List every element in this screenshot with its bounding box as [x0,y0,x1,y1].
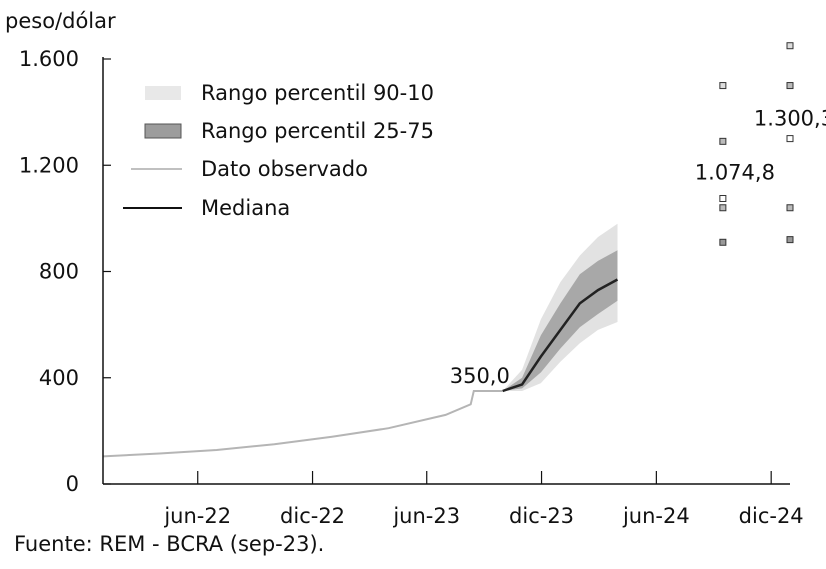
legend-swatch-p90-p10 [145,86,181,100]
marker-p90 [786,42,794,50]
marker-median [719,195,727,203]
marker-p75 [719,137,727,145]
source-note: Fuente: REM - BCRA (sep-23). [14,532,325,556]
y-axis-label: peso/dólar [5,9,116,33]
axes: 0 400 800 1.200 1.600 jun-22 dic-22 jun-23 dic-2… [19,47,804,528]
legend-label: Dato observado [201,157,368,181]
marker-p10 [786,236,794,244]
marker-p25 [786,204,794,212]
series-lines: 350,0 [102,278,619,458]
projection-points: 1.074,8 1.300,3 [695,42,826,246]
x-tick-label: jun-22 [163,504,231,528]
x-tick-label: jun-23 [392,504,460,528]
point-value-label: 1.300,3 [754,107,826,131]
percentile-bands [502,223,618,391]
line-median [502,278,619,393]
x-tick-label: dic-22 [280,504,345,528]
marker-p75 [786,82,794,90]
legend-label: Rango percentil 25-75 [201,119,434,143]
line-observed [102,390,503,458]
point-value-label: 1.074,8 [695,161,775,185]
y-tick-label: 1.600 [19,47,79,71]
marker-p10 [719,238,727,246]
marker-median [786,135,794,143]
legend-label: Mediana [201,196,290,220]
y-tick-label: 0 [66,472,79,496]
x-tick-label: jun-24 [622,504,690,528]
x-tick-label: dic-23 [509,504,574,528]
y-tick-label: 400 [39,366,79,390]
legend-swatch-p25-p75 [144,123,182,139]
marker-p25 [719,204,727,212]
legend: Rango percentil 90-10 Rango percentil 25-… [123,81,434,220]
x-tick-label: dic-24 [739,504,804,528]
annotation-label: 350,0 [450,364,510,388]
y-tick-label: 800 [39,260,79,284]
y-tick-label: 1.200 [19,153,79,177]
band-p25-p75 [502,250,618,391]
legend-label: Rango percentil 90-10 [201,81,434,105]
marker-p90 [719,82,727,90]
